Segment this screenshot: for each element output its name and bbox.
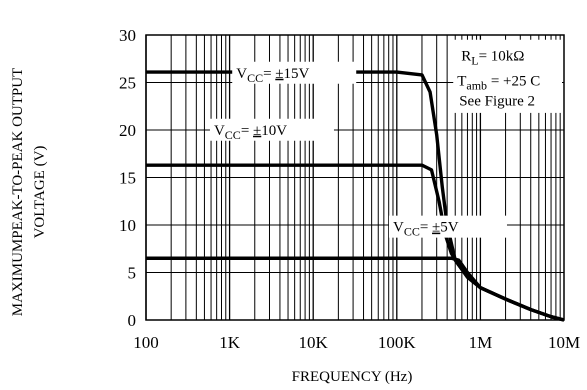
y-tick-labels: 0 5 10 15 20 25 30 — [119, 26, 136, 330]
y-tick-label: 15 — [119, 169, 136, 188]
annotation-bg — [453, 39, 562, 113]
curve-label-2: VCC= ±5V — [393, 220, 459, 239]
x-tick-label: 10K — [299, 333, 329, 352]
y-axis-title-group: MAXIMUMPEAK-TO-PEAK OUTPUT — [10, 68, 26, 316]
x-tick-label: 100K — [378, 333, 417, 352]
y-tick-label: 20 — [119, 121, 136, 140]
x-tick-label: 1K — [219, 333, 241, 352]
x-tick-label: 100 — [133, 333, 159, 352]
curve-label-0: VCC= ±15V — [236, 66, 309, 85]
x-tick-label: 10M — [548, 333, 580, 352]
y-tick-label: 30 — [119, 26, 136, 45]
curve-label-bg — [209, 118, 334, 141]
curve-label-bg — [388, 215, 507, 238]
annotation-tamb: Tamb = +25 C — [457, 73, 540, 92]
curves — [146, 70, 565, 322]
x-tick-label: 1M — [469, 333, 493, 352]
curve-labels: VCC= ±15V VCC= ±10V VCC= ±5V — [209, 61, 507, 239]
x-axis-title: FREQUENCY (Hz) — [292, 369, 413, 385]
annotation-rl: RL= 10kΩ — [461, 49, 524, 68]
y-axis-title-group-2: VOLTAGE (V) — [32, 146, 48, 239]
series-line-2 — [146, 256, 565, 322]
x-tick-labels: 100 1K 10K 100K 1M 10M — [133, 333, 580, 352]
curve-label-bg — [232, 61, 357, 84]
y-axis-title-line1: MAXIMUMPEAK-TO-PEAK OUTPUT — [10, 68, 26, 316]
y-tick-label: 25 — [119, 74, 136, 93]
y-tick-label: 0 — [128, 311, 137, 330]
curve-label-1: VCC= ±10V — [214, 123, 287, 142]
y-tick-label: 10 — [119, 216, 136, 235]
annotation-figure: See Figure 2 — [459, 93, 535, 109]
y-axis-title-line2: VOLTAGE (V) — [32, 146, 48, 239]
plot-frame — [145, 34, 565, 321]
y-tick-label: 5 — [128, 264, 137, 283]
